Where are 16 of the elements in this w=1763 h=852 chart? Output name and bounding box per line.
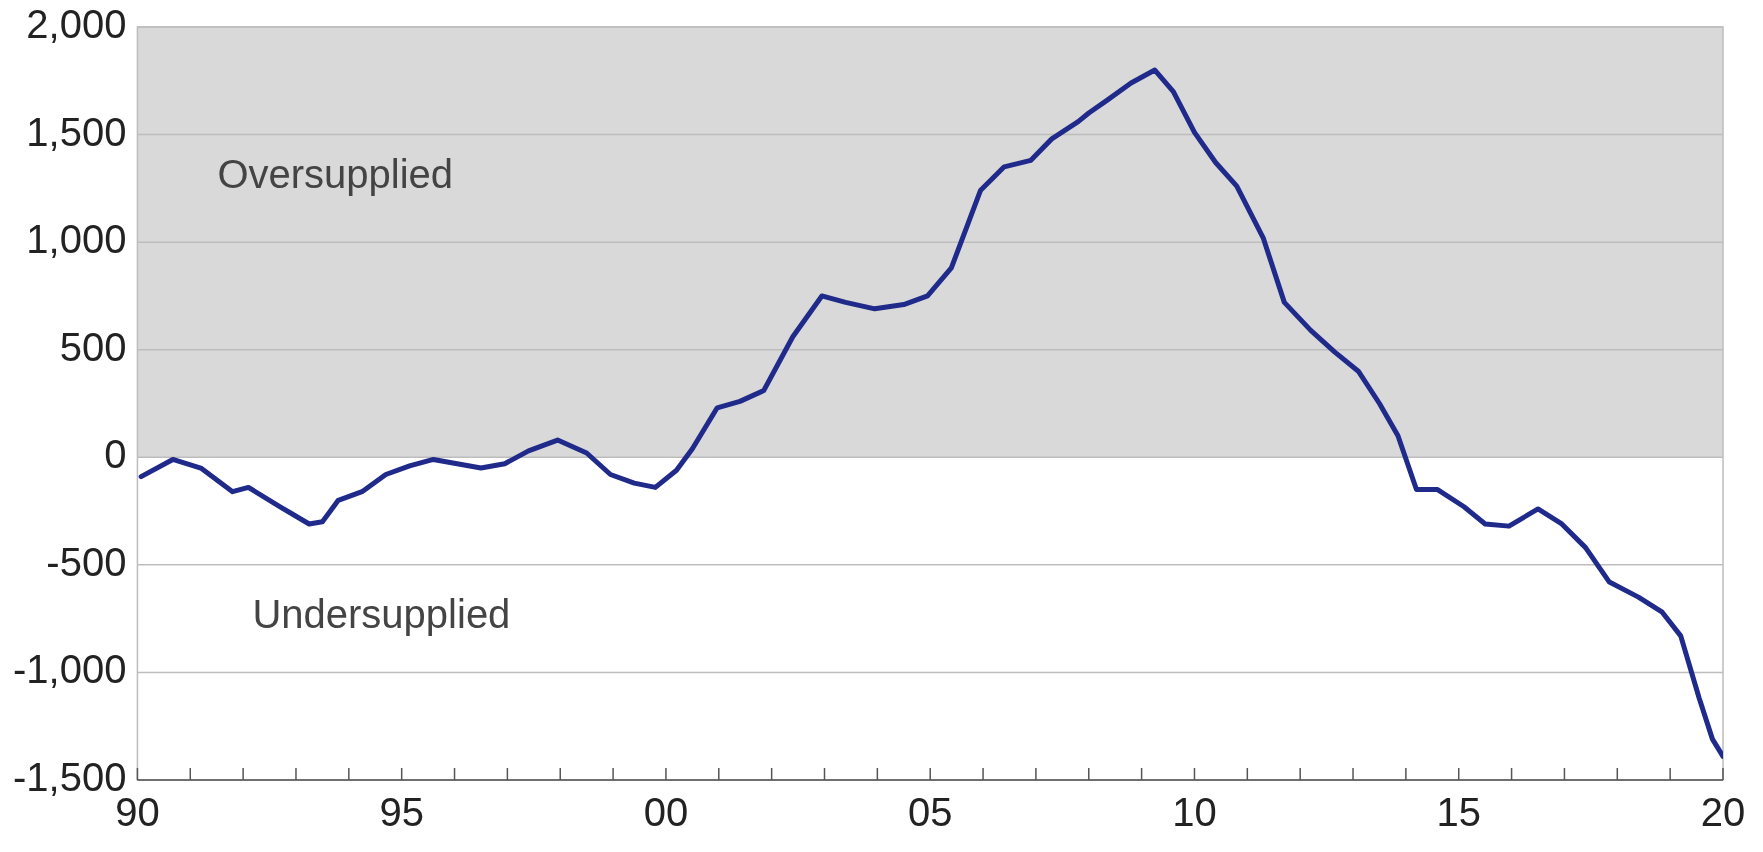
- y-tick-label: 500: [59, 324, 127, 369]
- y-tick-label: -1,000: [13, 647, 127, 692]
- x-tick-label: 20: [1700, 790, 1746, 835]
- y-tick-label: 0: [104, 432, 127, 477]
- y-tick-label: 1,000: [26, 217, 127, 262]
- annotation: Undersupplied: [252, 592, 511, 637]
- y-tick-label: -500: [46, 539, 127, 584]
- x-tick-label: 95: [379, 790, 424, 835]
- x-tick-label: 90: [115, 790, 160, 835]
- y-tick-label: 2,000: [26, 2, 127, 47]
- x-tick-label: 15: [1436, 790, 1481, 835]
- band-label: Oversupplied: [217, 152, 454, 197]
- x-tick-label: 05: [907, 790, 953, 835]
- y-tick-label: 1,500: [26, 109, 127, 154]
- x-tick-label: 10: [1172, 790, 1217, 835]
- x-tick-label: 00: [643, 790, 689, 835]
